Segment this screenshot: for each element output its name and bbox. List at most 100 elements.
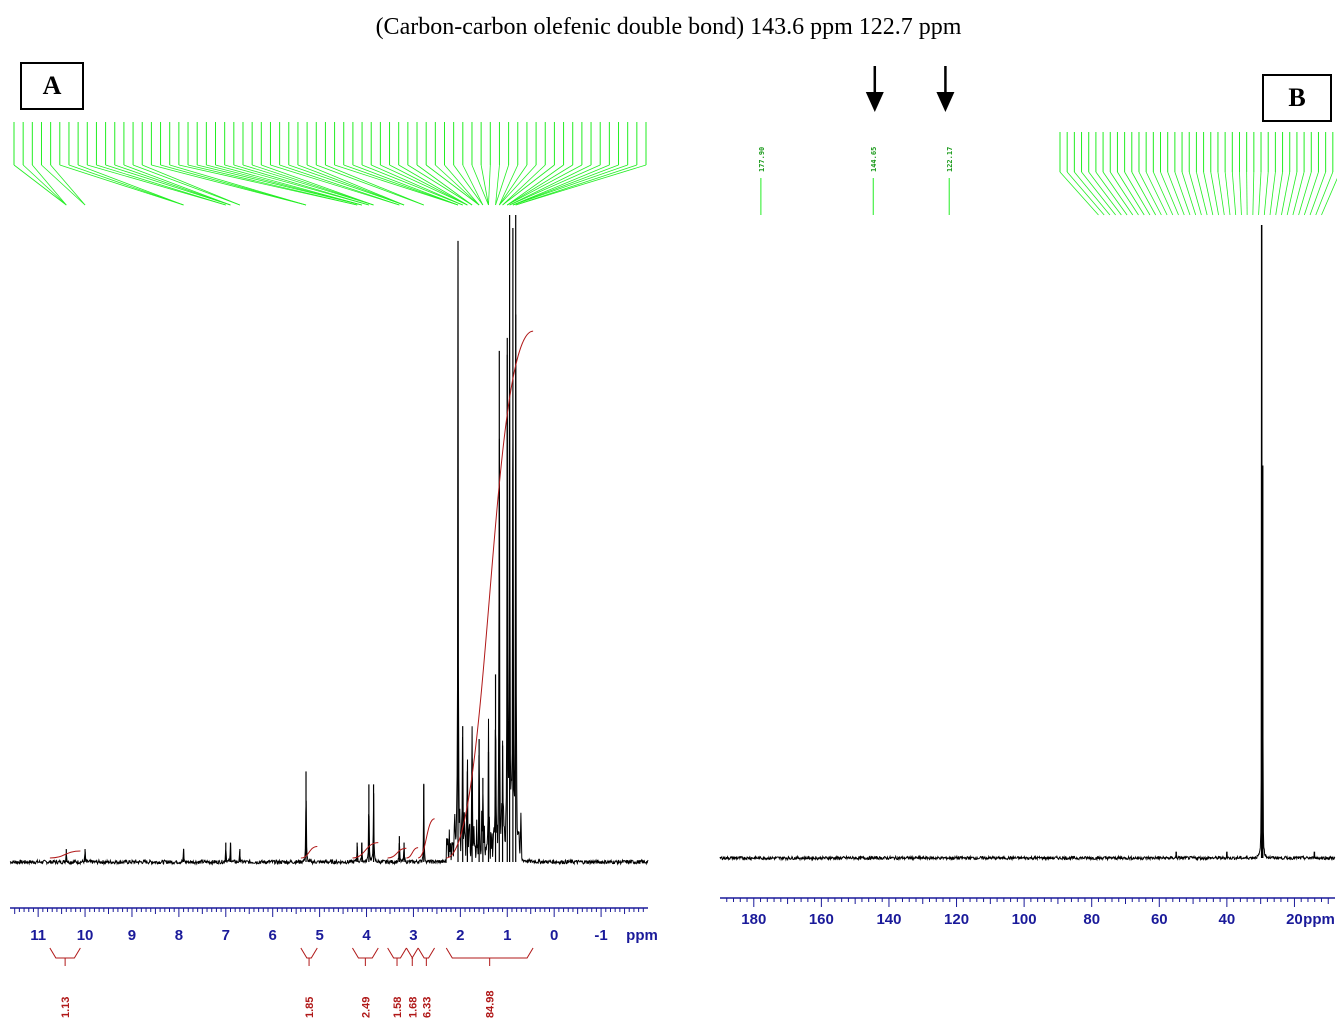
c-peak-fan-34 — [1292, 171, 1305, 216]
c-peak-fan-38 — [1315, 171, 1334, 216]
c-peak-label-1: 144.65 — [870, 147, 878, 172]
h-peak-leader-42 — [398, 164, 468, 206]
c-peak-fan-28 — [1258, 171, 1262, 216]
h-peak-leader-47 — [444, 164, 480, 206]
h-tick-label-8: 3 — [409, 927, 417, 944]
h-integral-bracket-5 — [417, 947, 435, 959]
c-peak-fan-21 — [1210, 171, 1219, 216]
c-tick-label-3: 120 — [944, 911, 969, 928]
h-peak-leader-23 — [224, 164, 369, 206]
h-integral-value-5: 6.33 — [421, 997, 433, 1018]
h-peak-leader-35 — [334, 164, 459, 206]
h-peak-leader-39 — [371, 164, 463, 206]
h-peak-leader-27 — [261, 164, 374, 206]
c-peak-fan-10 — [1131, 171, 1156, 216]
h-tick-label-11: 0 — [550, 927, 558, 944]
c-peak-fan-23 — [1224, 171, 1231, 216]
h-peak-leader-2 — [32, 164, 67, 206]
h-integral-bracket-2 — [352, 947, 379, 959]
h-peak-leader-30 — [288, 164, 405, 206]
h-peak-leader-50 — [471, 164, 489, 206]
h-peak-leader-63 — [509, 164, 592, 206]
h-peak-leader-55 — [498, 164, 519, 206]
c-peak-fan-32 — [1281, 171, 1291, 216]
h-peak-leader-14 — [142, 164, 241, 206]
h-peak-leader-46 — [435, 164, 480, 206]
h-peak-leader-7 — [77, 164, 184, 206]
h-peak-leader-16 — [160, 164, 307, 206]
h-peak-leader-41 — [389, 164, 468, 206]
h-peak-leader-32 — [306, 164, 405, 206]
panel-a-label: A — [20, 62, 84, 110]
c-arrow-head-1 — [936, 92, 955, 112]
c-peak-label-2: 122.17 — [946, 147, 954, 172]
h-peak-leader-54 — [495, 164, 509, 206]
c-peak-fan-24 — [1231, 171, 1237, 216]
h-tick-label-5: 6 — [269, 927, 277, 944]
h-peak-leader-26 — [252, 164, 374, 206]
h-peak-leader-9 — [96, 164, 226, 206]
h-peak-leader-56 — [498, 164, 528, 206]
h-peak-leader-1 — [22, 164, 67, 206]
h-peak-leader-15 — [151, 164, 307, 206]
h-axis-unit: ppm — [626, 927, 658, 944]
c-peak-fan-18 — [1188, 171, 1202, 216]
h-peak-leader-38 — [361, 164, 463, 206]
h-integral-curve-1 — [300, 846, 318, 859]
c-tick-label-6: 60 — [1151, 911, 1168, 928]
c-nmr-spectrum-line — [719, 239, 1336, 862]
c-arrow-head-0 — [865, 92, 884, 112]
c-peak-fan-13 — [1152, 171, 1174, 216]
h-integral-value-6: 84.98 — [485, 990, 497, 1018]
h-peak-leader-51 — [480, 164, 489, 206]
h-integral-value-1: 1.85 — [304, 997, 316, 1018]
h-integral-curve-0 — [49, 850, 81, 859]
h-integral-value-0: 1.13 — [60, 997, 72, 1018]
h-peak-leader-61 — [507, 164, 573, 206]
h-peak-leader-19 — [187, 164, 358, 206]
h-tick-label-12: -1 — [594, 927, 607, 944]
h-tick-label-2: 9 — [128, 927, 136, 944]
c-peak-label-0: 177.90 — [758, 147, 766, 172]
h-integral-curve-4 — [406, 847, 419, 859]
h-peak-leader-53 — [495, 164, 500, 206]
h-peak-leader-44 — [416, 164, 473, 206]
h-tick-label-1: 10 — [77, 927, 94, 944]
c-peak-fan-4 — [1088, 171, 1122, 216]
h-peak-leader-22 — [215, 164, 362, 206]
h-peak-leader-6 — [68, 164, 184, 206]
h-peak-leader-31 — [297, 164, 405, 206]
h-peak-leader-66 — [512, 164, 619, 206]
h-peak-leader-17 — [169, 164, 307, 206]
c-peak-fan-39 — [1321, 177, 1337, 216]
h-peak-leader-4 — [50, 164, 86, 206]
c-peak-fan-35 — [1298, 171, 1312, 216]
c-tick-label-4: 100 — [1012, 911, 1037, 928]
c-peak-fan-6 — [1102, 171, 1134, 216]
c-peak-fan-0 — [1059, 171, 1099, 216]
h-peak-leader-34 — [325, 164, 424, 206]
c-nmr-spectrum-panel: 177.90 144.65 122.17 180 160 140 120 100 80 60 40 2… — [719, 66, 1337, 928]
h-peak-leader-69 — [515, 164, 647, 206]
c-peak-fan-15 — [1167, 171, 1185, 216]
page-title: (Carbon-carbon olefenic double bond) 143… — [375, 14, 962, 40]
c-peak-fan-17 — [1181, 171, 1197, 216]
h-tick-label-7: 4 — [362, 927, 371, 944]
c-peak-fan-12 — [1145, 171, 1168, 216]
h-tick-label-0: 11 — [30, 927, 46, 944]
c-tick-label-7: 40 — [1219, 911, 1236, 928]
h-tick-label-3: 8 — [175, 927, 183, 944]
h-peak-leader-40 — [380, 164, 468, 206]
h-tick-label-6: 5 — [315, 927, 323, 944]
c-peak-fan-19 — [1196, 171, 1208, 216]
c-tick-label-8: 20 — [1286, 911, 1303, 928]
h-nmr-spectrum-line — [9, 248, 649, 866]
h-peak-leader-33 — [316, 164, 424, 206]
h-peak-leader-29 — [279, 164, 400, 206]
h-peak-leader-62 — [507, 164, 583, 206]
h-peak-leader-37 — [352, 164, 459, 206]
h-peak-leader-64 — [509, 164, 601, 206]
h-tick-label-4: 7 — [222, 927, 230, 944]
h-peak-leader-45 — [425, 164, 480, 206]
h-peak-leader-3 — [41, 164, 86, 206]
